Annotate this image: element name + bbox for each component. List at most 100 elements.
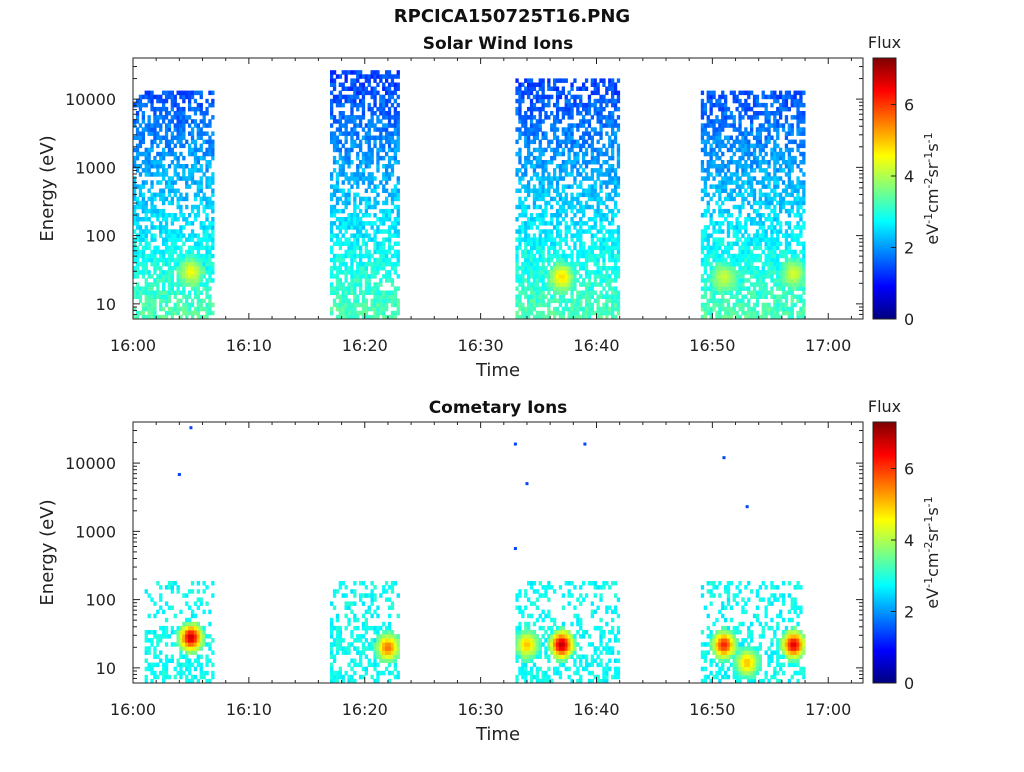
heatmap-cell: [365, 254, 368, 258]
heatmap-cell: [394, 140, 397, 145]
heatmap-cell: [153, 131, 156, 136]
heatmap-cell: [153, 172, 156, 177]
heatmap-cell: [605, 274, 608, 279]
heatmap-cell: [730, 291, 733, 296]
heatmap-cell: [539, 295, 542, 300]
heatmap-cell: [788, 168, 791, 173]
heatmap-cell: [773, 254, 776, 258]
y-axis-label: Energy (eV): [37, 135, 58, 241]
heatmap-cell: [194, 197, 197, 202]
heatmap-cell: [770, 266, 773, 271]
heatmap-cell: [782, 291, 785, 296]
heatmap-cell: [568, 307, 571, 312]
heatmap-cell: [767, 197, 770, 202]
heatmap-cell: [145, 103, 148, 108]
heatmap-cell: [373, 258, 376, 263]
heatmap-cell: [142, 250, 145, 255]
heatmap-cell: [544, 266, 547, 271]
heatmap-cell: [710, 103, 713, 108]
heatmap-cell: [388, 148, 391, 153]
heatmap-cell: [765, 311, 768, 316]
heatmap-cell: [359, 70, 362, 75]
heatmap-cell: [353, 221, 356, 226]
heatmap-cell: [721, 119, 724, 124]
heatmap-cell: [168, 282, 171, 287]
heatmap-cell: [385, 254, 388, 258]
heatmap-cell: [205, 250, 208, 255]
heatmap-cell: [339, 123, 342, 128]
heatmap-cell: [171, 189, 174, 194]
heatmap-cell: [162, 201, 165, 206]
heatmap-cell: [738, 103, 741, 108]
heatmap-cell: [136, 152, 139, 157]
heatmap-cell: [356, 274, 359, 279]
heatmap-cell: [565, 266, 568, 271]
heatmap-cell: [350, 95, 353, 100]
heatmap-cell: [750, 123, 753, 128]
heatmap-cell: [162, 213, 165, 218]
heatmap-cell: [788, 270, 791, 275]
heatmap-cell: [794, 225, 797, 230]
heatmap-cell: [524, 225, 527, 230]
heatmap-cell: [171, 606, 174, 611]
heatmap-cell: [776, 156, 779, 161]
heatmap-cell: [391, 266, 394, 271]
heatmap-cell: [382, 87, 385, 92]
heatmap-cell: [397, 70, 400, 75]
heatmap-cell: [153, 650, 156, 655]
heatmap-cell: [530, 307, 533, 312]
heatmap-cell: [536, 250, 539, 255]
heatmap-cell: [576, 144, 579, 149]
heatmap-cell: [182, 303, 185, 308]
heatmap-cell: [585, 254, 588, 258]
heatmap-cell: [715, 144, 718, 149]
heatmap-cell: [753, 189, 756, 194]
heatmap-cell: [171, 140, 174, 145]
heatmap-cell: [350, 274, 353, 279]
heatmap-cell: [345, 307, 348, 312]
heatmap-cell: [200, 144, 203, 149]
heatmap-cell: [753, 221, 756, 226]
heatmap-cell: [733, 295, 736, 300]
heatmap-cell: [524, 209, 527, 214]
heatmap-cell: [205, 303, 208, 308]
heatmap-cell: [174, 123, 177, 128]
heatmap-cell: [608, 168, 611, 173]
heatmap-cell: [171, 589, 174, 594]
heatmap-cell: [524, 172, 527, 177]
heatmap-cell: [394, 311, 397, 316]
heatmap-cell: [796, 225, 799, 230]
heatmap-cell: [379, 282, 382, 287]
heatmap-cell: [559, 282, 562, 287]
heatmap-cell: [536, 266, 539, 271]
heatmap-cell: [570, 266, 573, 271]
heatmap-cell: [730, 278, 733, 283]
heatmap-cell: [156, 266, 159, 271]
heatmap-cell: [530, 266, 533, 271]
heatmap-cell: [597, 303, 600, 308]
heatmap-cell: [353, 270, 356, 275]
heatmap-cell: [741, 152, 744, 157]
heatmap-cell: [165, 233, 168, 238]
heatmap-cell: [724, 217, 727, 222]
heatmap-cell: [373, 74, 376, 79]
heatmap-cell: [573, 286, 576, 291]
heatmap-cell: [759, 242, 762, 247]
heatmap-cell: [762, 311, 765, 316]
heatmap-cell: [524, 278, 527, 283]
heatmap-cell: [385, 131, 388, 136]
heatmap-cell: [744, 131, 747, 136]
heatmap-cell: [339, 229, 342, 234]
heatmap-cell: [330, 172, 333, 177]
heatmap-cell: [153, 254, 156, 258]
heatmap-cell: [788, 95, 791, 100]
heatmap-cell: [553, 237, 556, 242]
heatmap-cell: [518, 148, 521, 153]
heatmap-cell: [391, 172, 394, 177]
heatmap-cell: [362, 168, 365, 173]
heatmap-cell: [588, 193, 591, 198]
heatmap-cell: [591, 115, 594, 120]
heatmap-cell: [582, 87, 585, 92]
heatmap-cell: [182, 242, 185, 247]
heatmap-cell: [194, 282, 197, 287]
